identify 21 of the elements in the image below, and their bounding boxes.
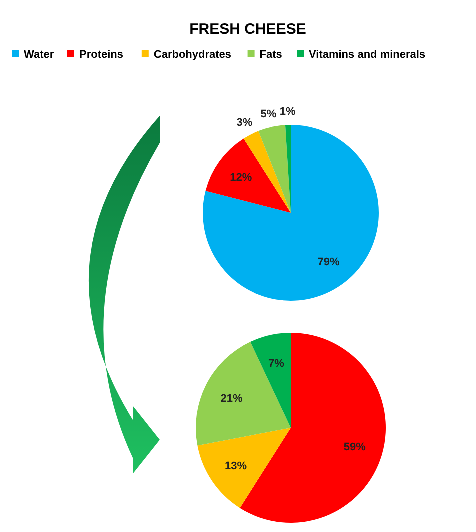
legend-label: Fats <box>260 49 282 61</box>
data-label: 1% <box>280 106 296 118</box>
pie-slice <box>206 138 291 213</box>
data-label: 7% <box>268 358 285 370</box>
pie-slice <box>198 428 291 508</box>
data-label: 59% <box>344 442 366 454</box>
pie-slice <box>196 342 291 446</box>
pie-slice <box>258 125 291 213</box>
legend-label: Water <box>24 49 55 61</box>
data-label: 12% <box>230 172 252 184</box>
data-label: 13% <box>224 460 248 472</box>
pie-slice <box>203 125 379 301</box>
legend-label: Carbohydrates <box>154 49 232 61</box>
data-label: 3% <box>236 117 253 130</box>
data-label: 5% <box>260 108 277 120</box>
pie-slice <box>250 333 291 428</box>
chart-title: FRESH CHEESE <box>190 21 306 38</box>
legend-label: Vitamins and minerals <box>309 49 426 61</box>
legend-label: Proteins <box>80 49 124 61</box>
data-label: 21% <box>220 392 243 405</box>
data-label: 79% <box>318 256 340 269</box>
